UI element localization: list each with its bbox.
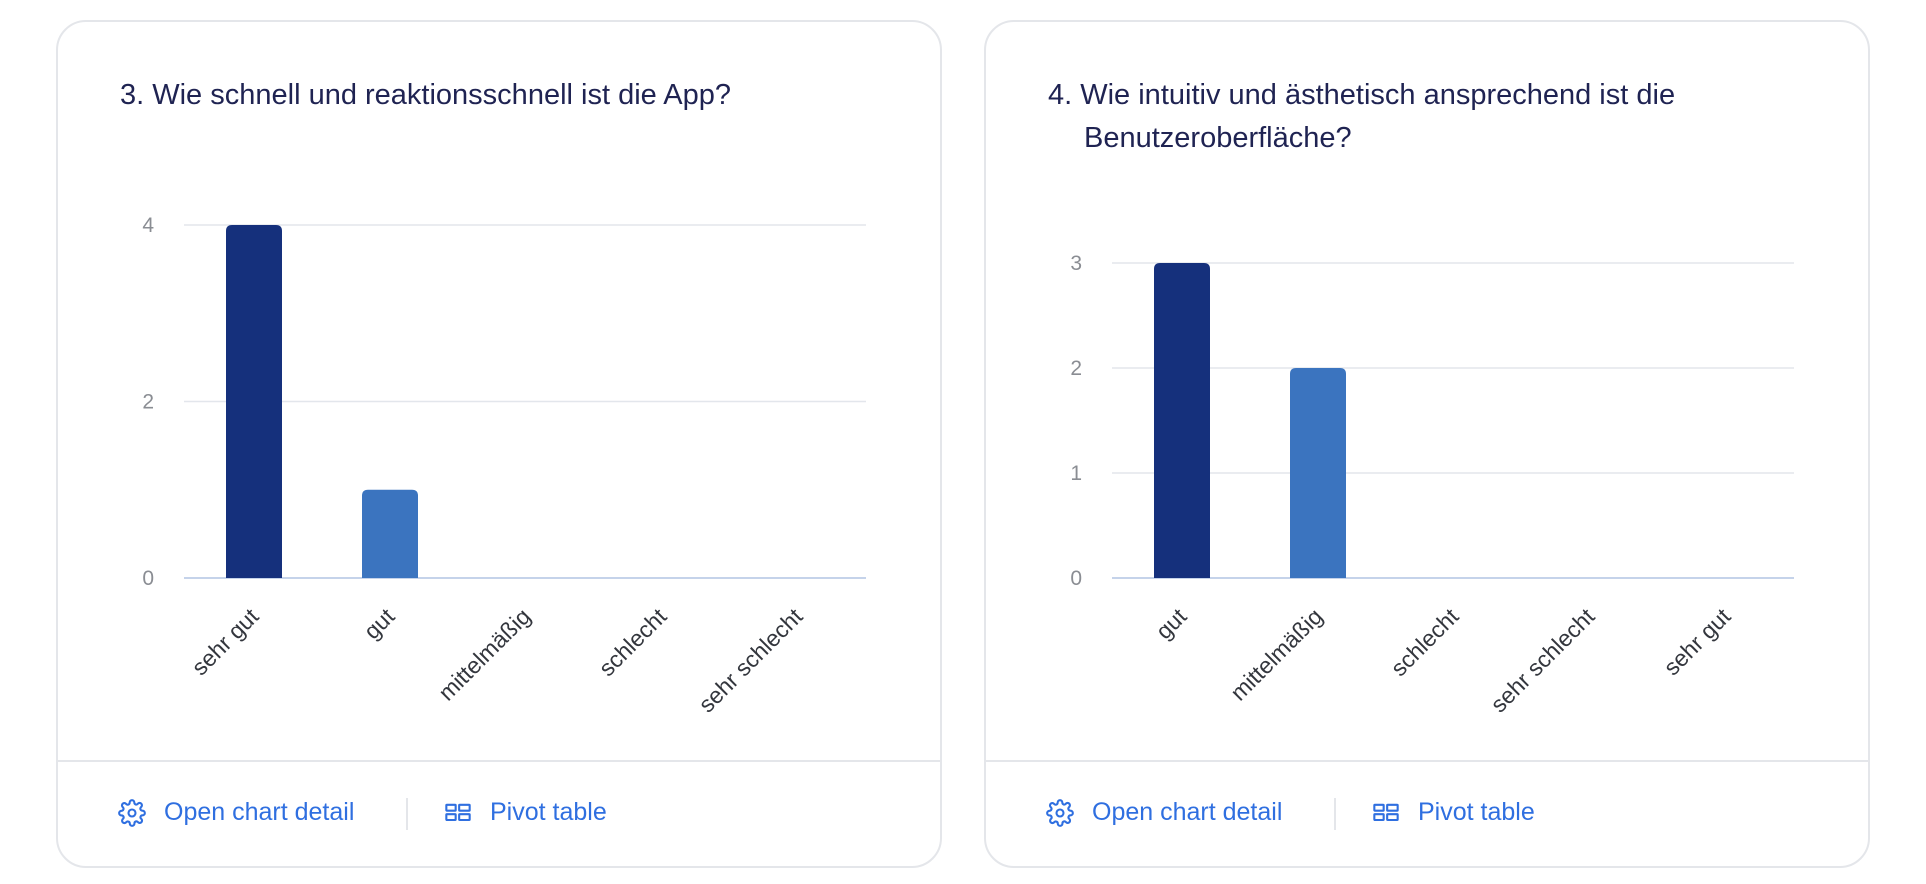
pivot-table-label: Pivot table xyxy=(490,798,607,826)
y-tick-label: 2 xyxy=(142,391,154,414)
gear-icon xyxy=(118,798,146,827)
pivot-table-icon xyxy=(445,803,471,821)
open-chart-detail-label: Open chart detail xyxy=(1092,798,1283,826)
footer-divider xyxy=(406,798,408,830)
chart-title: 4. Wie intuitiv und ästhetisch anspreche… xyxy=(1048,79,1676,154)
card-footer: Open chart detail Pivot table xyxy=(986,760,1868,866)
bar[interactable] xyxy=(226,225,282,578)
pivot-table-button[interactable]: Pivot table xyxy=(444,798,607,827)
x-category-label: schlecht xyxy=(1385,603,1463,681)
y-tick-label: 0 xyxy=(142,567,154,590)
pivot-table-label: Pivot table xyxy=(1418,798,1535,826)
y-tick-label: 4 xyxy=(142,214,154,237)
x-category-label: schlecht xyxy=(593,603,671,681)
y-tick-label: 3 xyxy=(1070,252,1082,275)
x-category-label: gut xyxy=(359,603,400,644)
footer-divider xyxy=(1334,798,1336,830)
bar[interactable] xyxy=(362,489,418,578)
pivot-table-icon xyxy=(1373,803,1399,821)
bar[interactable] xyxy=(1154,263,1210,578)
bar-chart-app-speed: 0 2 4 sehr gut gut mittelmäßig schlecht sehr sc… xyxy=(142,214,866,718)
bar[interactable] xyxy=(1290,368,1346,578)
y-tick-label: 2 xyxy=(1070,357,1082,380)
y-tick-label: 1 xyxy=(1070,462,1082,485)
open-chart-detail-button[interactable]: Open chart detail xyxy=(118,798,354,827)
x-category-label: mittelmäßig xyxy=(433,603,535,705)
x-category-label: sehr schlecht xyxy=(1485,603,1600,718)
open-chart-detail-button[interactable]: Open chart detail xyxy=(1046,798,1282,827)
x-category-label: sehr gut xyxy=(1658,603,1736,681)
gear-icon xyxy=(1046,798,1074,827)
chart-card-ui-aesthetics: 4. Wie intuitiv und ästhetisch anspreche… xyxy=(984,20,1870,868)
x-category-label: gut xyxy=(1151,603,1192,644)
x-category-label: sehr gut xyxy=(186,603,264,681)
open-chart-detail-label: Open chart detail xyxy=(164,798,355,826)
chart-card-app-speed: 3. Wie schnell und reaktionsschnell ist … xyxy=(56,20,942,868)
pivot-table-button[interactable]: Pivot table xyxy=(1372,798,1535,827)
chart-title: 3. Wie schnell und reaktionsschnell ist … xyxy=(120,79,731,111)
card-footer: Open chart detail Pivot table xyxy=(58,760,940,866)
y-tick-label: 0 xyxy=(1070,567,1082,590)
bar-chart-ui-aesthetics: 0 1 2 3 gut mittelmäßig schlecht sehr schlecht s… xyxy=(1070,252,1794,718)
x-category-label: mittelmäßig xyxy=(1225,603,1327,705)
x-category-label: sehr schlecht xyxy=(693,603,808,718)
